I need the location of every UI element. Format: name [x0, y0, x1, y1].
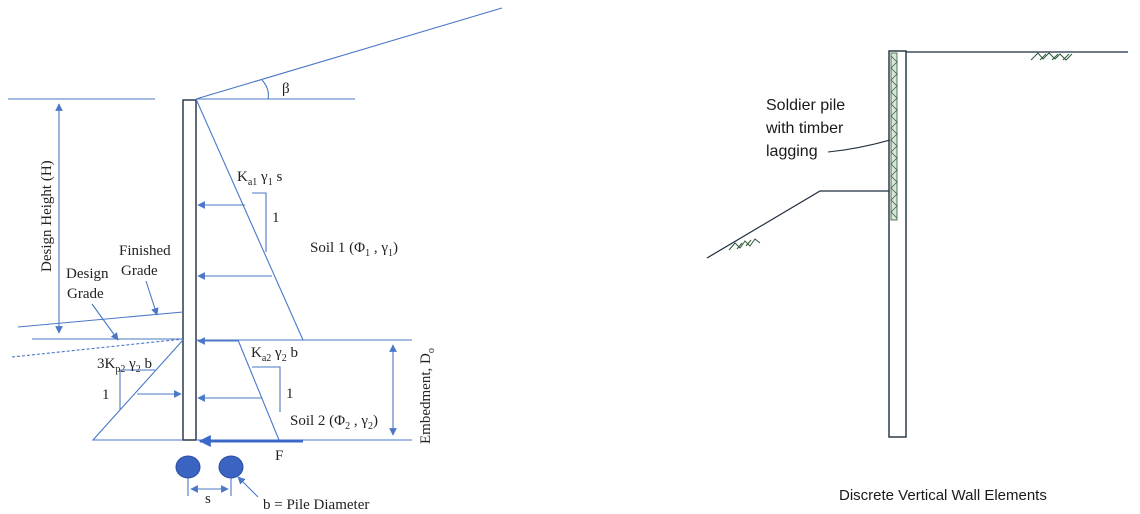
ka2-slope-triangle [252, 366, 281, 412]
embedment-label: Embedment, Do [418, 348, 437, 444]
excavation-line [706, 190, 889, 259]
design-grade-label-line2: Grade [67, 286, 104, 302]
pile-circle-2 [218, 455, 244, 479]
soil1-label: Soil 1 (Φ1 , γ1) [310, 240, 398, 259]
soldier-pile-leader [827, 139, 891, 153]
slope-one-label-c: 1 [102, 387, 110, 403]
timber-lagging [890, 52, 898, 221]
ka1-pressure-line [195, 98, 304, 341]
finished-grade-label-line2: Grade [121, 263, 158, 279]
finished-grade-label-line1: Finished [119, 243, 171, 259]
ka1-slope-triangle [252, 192, 267, 252]
pile-diameter-label: b = Pile Diameter [263, 497, 369, 513]
figure-caption: Discrete Vertical Wall Elements [839, 487, 1047, 504]
soldier-pile-wall [182, 99, 197, 441]
ground-hatch-icon-bottom [728, 238, 761, 251]
kp2-pressure-triangle [91, 339, 184, 441]
soil2-label: Soil 2 (Φ2 , γ2) [290, 413, 378, 432]
spacing-s-label: s [205, 491, 211, 507]
left-figure-pressure-diagram: β Design Height (H) Finished Grade Desig… [8, 7, 503, 513]
beta-label: β [282, 81, 290, 97]
design-grade-label-line1: Design [66, 266, 109, 282]
finished-grade-leader [145, 280, 159, 316]
design-grade-leader [91, 303, 119, 341]
soldier-pile-label-line2: with timber [765, 120, 844, 137]
right-figure-soldier-pile: Soldier pile with timber lagging Discret… [706, 50, 1128, 504]
pile-diameter-leader [237, 476, 259, 498]
slope-one-label-b: 1 [286, 386, 294, 402]
timber-lagging-hatch [890, 55, 898, 219]
ka2-label: Ka2 γ2 b [251, 345, 298, 364]
finished-grade-line [17, 311, 184, 328]
slope-one-label-a: 1 [272, 210, 280, 226]
soldier-pile-label-line1: Soldier pile [766, 97, 845, 114]
ka1-label: Ka1 γ1 s [237, 169, 282, 188]
kp2-slope-triangle [119, 369, 155, 410]
ground-hatch-icon-top [1030, 52, 1073, 61]
kp2-label: 3Kp2 γ2 b [97, 356, 152, 375]
design-height-label: Design Height (H) [39, 160, 55, 272]
soldier-pile-label-line3: lagging [766, 143, 818, 160]
ka2-pressure-line [237, 339, 280, 441]
beta-angle-arc [261, 79, 269, 100]
pile-circle-1 [175, 455, 201, 479]
design-grade-extension-dashed [11, 338, 184, 358]
force-f-label: F [275, 448, 283, 464]
backfill-slope-line [195, 7, 503, 100]
